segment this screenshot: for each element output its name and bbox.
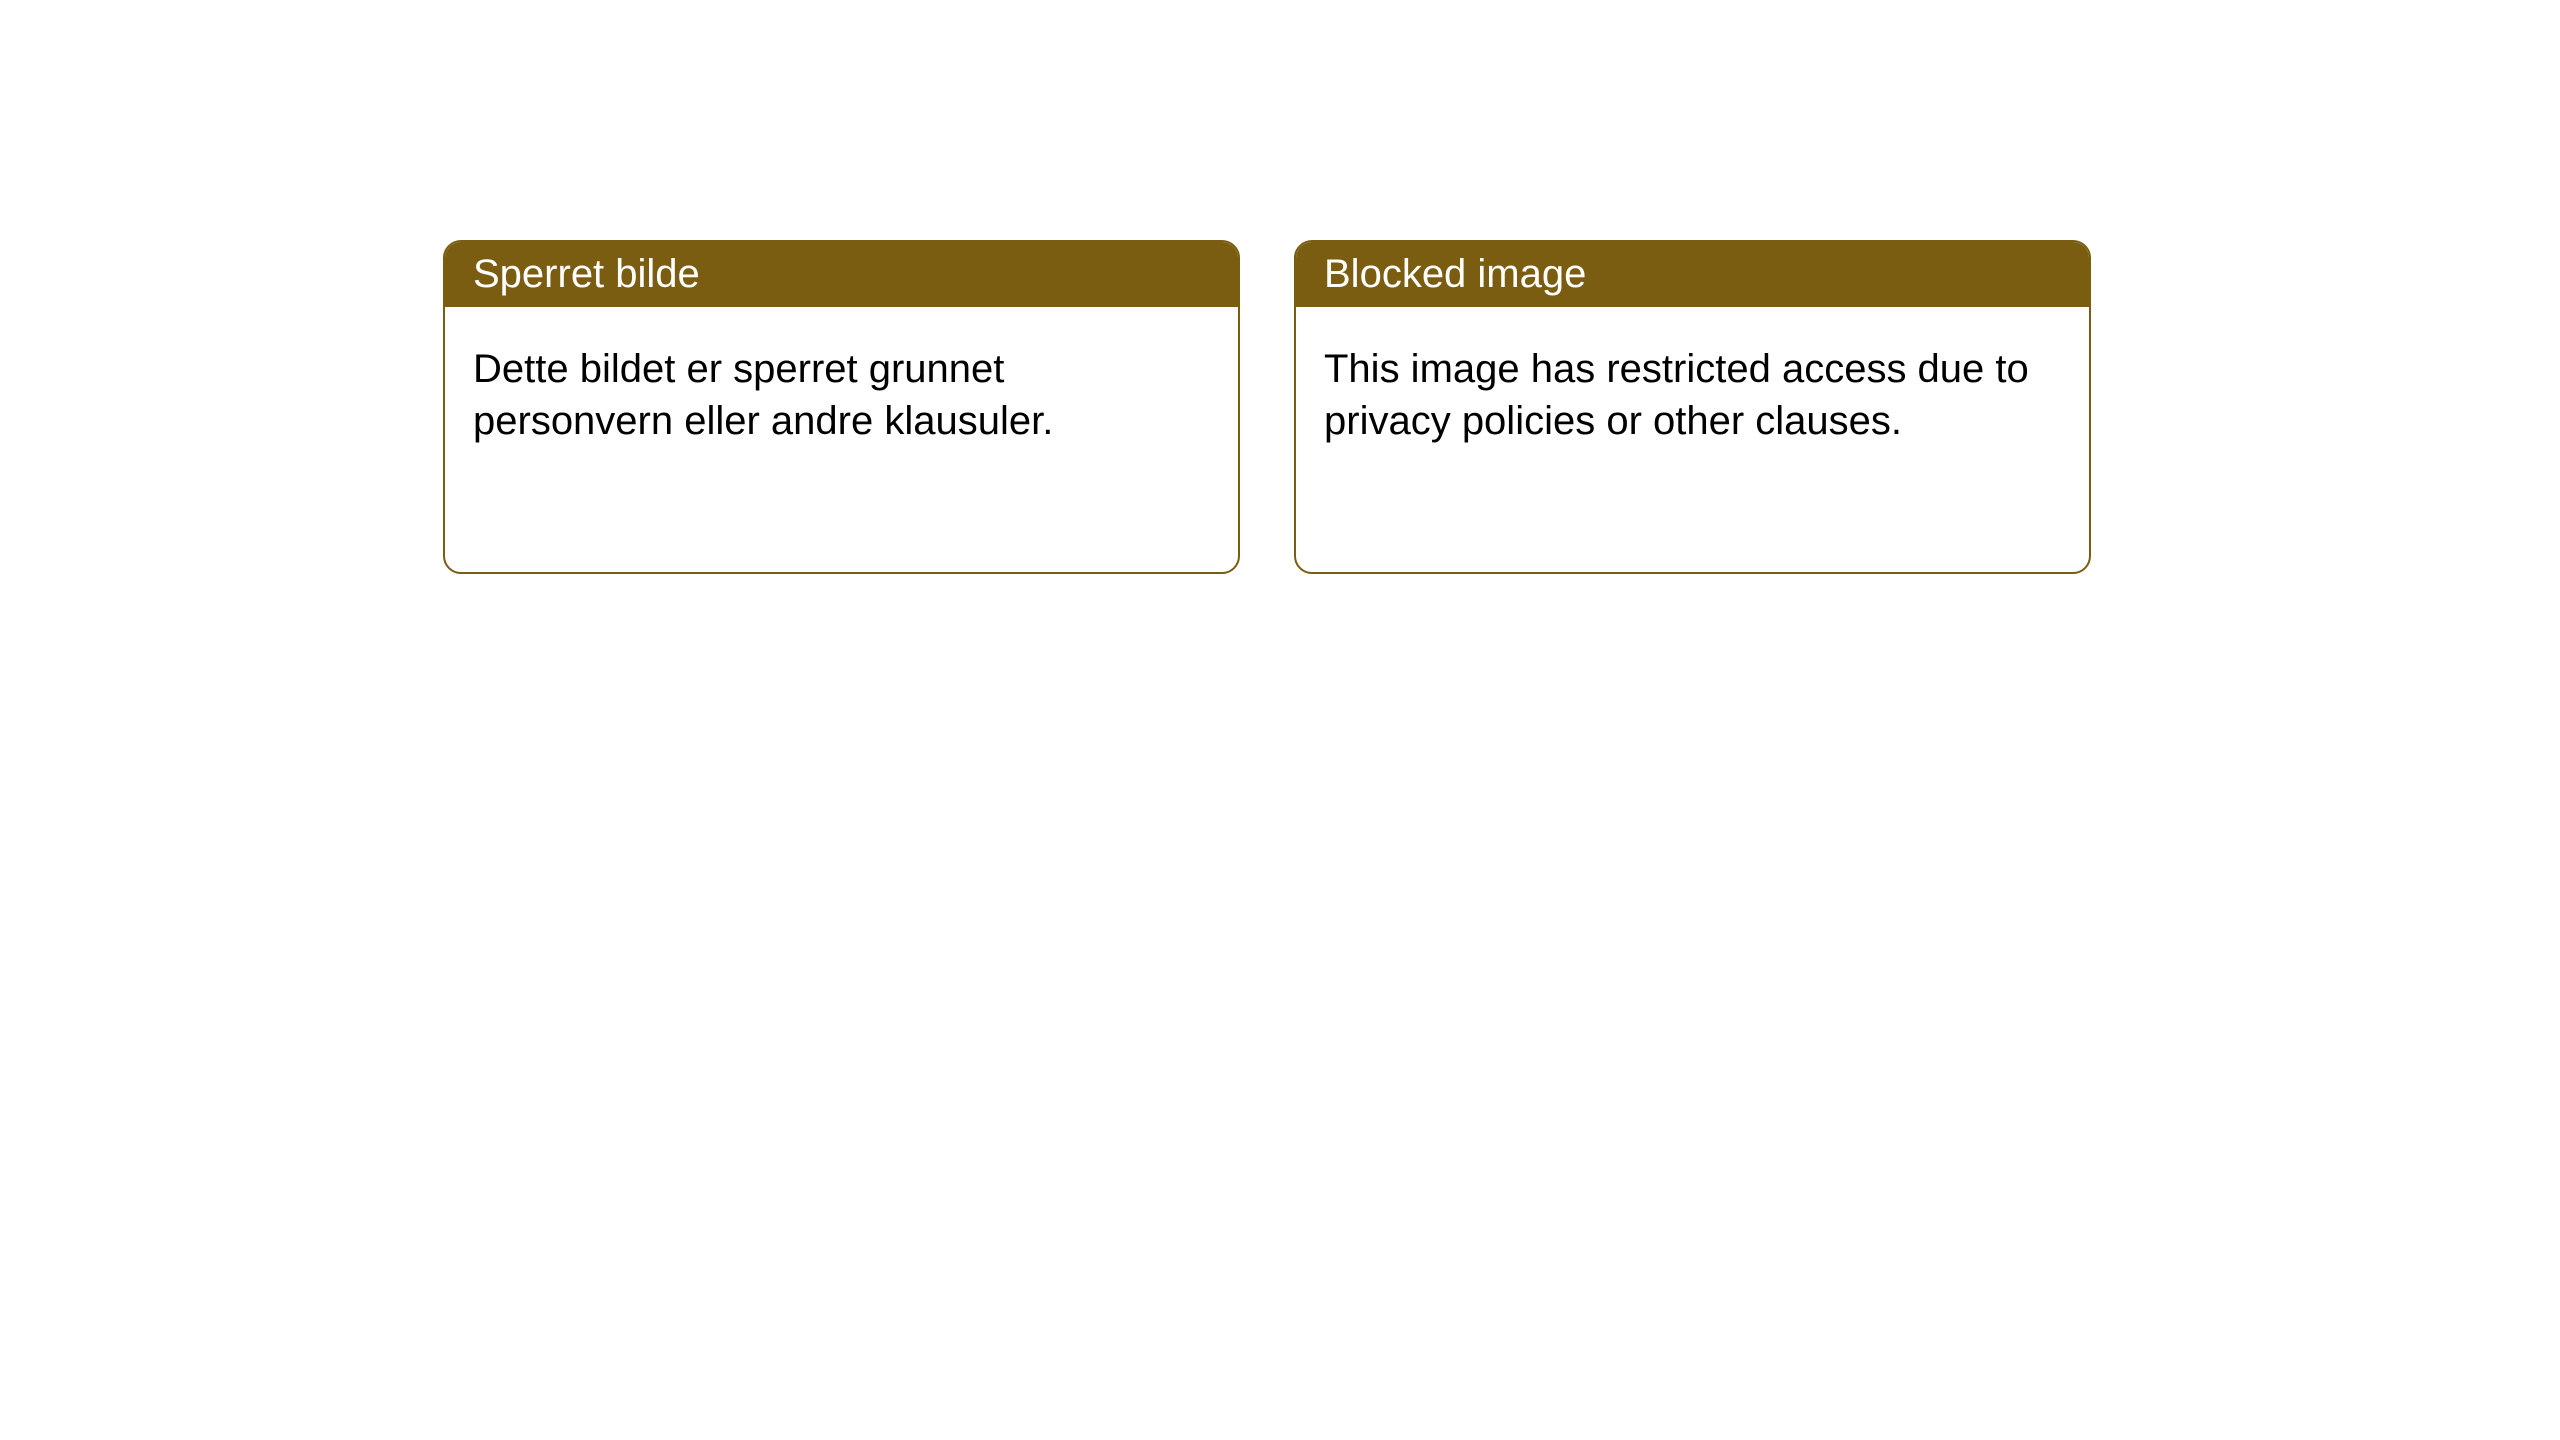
notice-title-norwegian: Sperret bilde (445, 242, 1238, 307)
notice-card-norwegian: Sperret bilde Dette bildet er sperret gr… (443, 240, 1240, 574)
notice-title-english: Blocked image (1296, 242, 2089, 307)
notice-card-english: Blocked image This image has restricted … (1294, 240, 2091, 574)
notice-body-norwegian: Dette bildet er sperret grunnet personve… (445, 307, 1238, 483)
notice-container: Sperret bilde Dette bildet er sperret gr… (0, 0, 2560, 574)
notice-body-english: This image has restricted access due to … (1296, 307, 2089, 483)
